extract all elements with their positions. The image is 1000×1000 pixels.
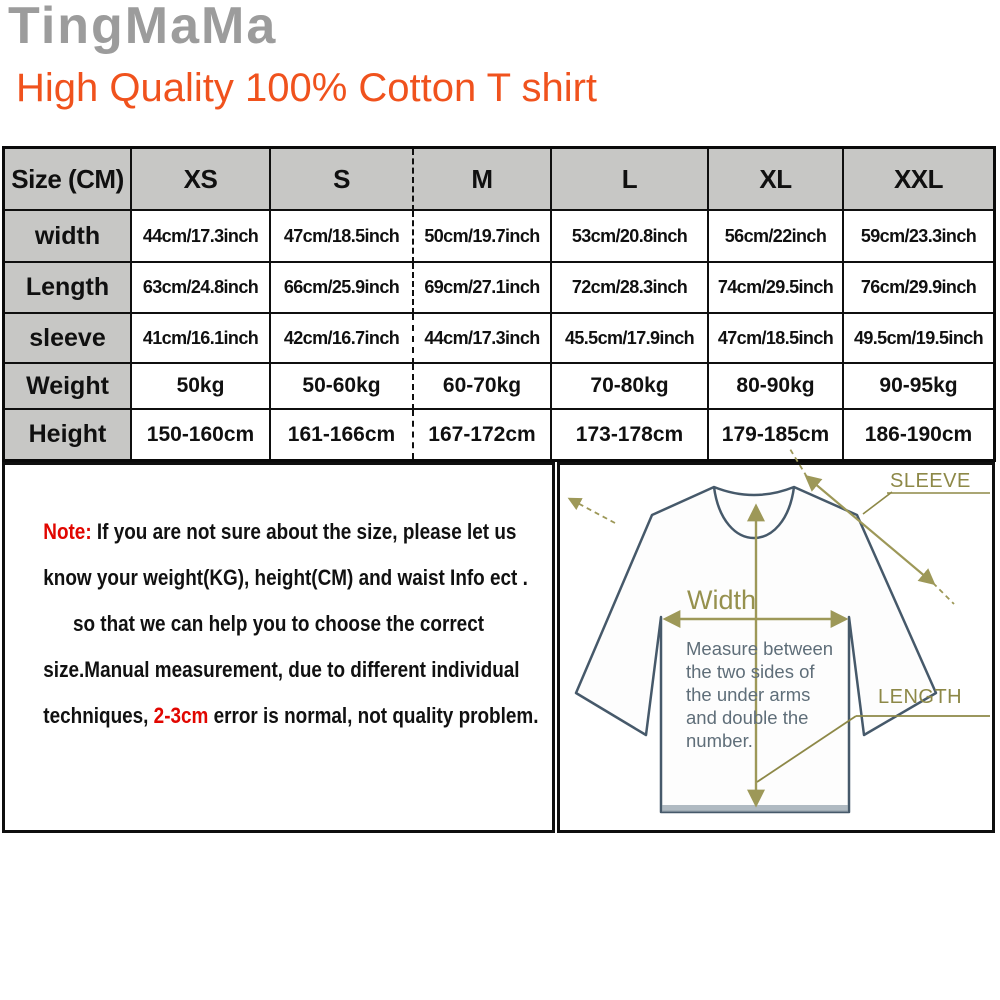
table-cell: 80-90kg	[709, 364, 844, 410]
length-label: LENGTH	[878, 686, 962, 708]
table-cell: 150-160cm	[132, 410, 271, 459]
table-cell: 186-190cm	[864, 422, 973, 446]
table-cell: 53cm/20.8inch	[552, 211, 709, 263]
row-label-sleeve: sleeve	[5, 314, 132, 364]
table-cell: 70-80kg	[552, 364, 709, 410]
length-annotation: LENGTH	[756, 686, 990, 783]
tshirt-diagram: Width Measure between the two sides of t…	[567, 448, 990, 814]
table-header-xxl: XXL	[844, 149, 993, 211]
note-line-4: size.Manual measurement, due to differen…	[43, 657, 520, 682]
product-title: High Quality 100% Cotton T shirt	[16, 66, 598, 110]
table-header-size: Size (CM)	[5, 149, 132, 211]
brand-logo: TingMaMa	[8, 0, 278, 55]
table-cell: 49.5cm/19.5inch	[844, 314, 993, 364]
size-table: Size (CM) XS S M L XL XXL width 44cm/17.…	[2, 146, 996, 462]
table-cell: 74cm/29.5inch	[709, 263, 844, 314]
row-label-height: Height	[5, 410, 132, 459]
table-cell: 41cm/16.1inch	[132, 314, 271, 364]
table-cell: 59cm/23.3inch	[844, 211, 993, 263]
table-cell: 50kg	[132, 364, 271, 410]
table-cell: 50cm/19.7inch	[414, 211, 552, 263]
table-cell: 47cm/18.5inch	[709, 314, 844, 364]
note-line-2: know your weight(KG), height(CM) and wai…	[43, 565, 528, 590]
table-header-s: S	[271, 149, 414, 211]
note-box: Note: If you are not sure about the size…	[2, 462, 555, 833]
table-cell: 42cm/16.7inch	[271, 314, 414, 364]
note-label: Note:	[43, 519, 92, 544]
sleeve-label: SLEEVE	[890, 470, 971, 492]
hem-shadow	[662, 805, 848, 812]
svg-text:the under arms: the under arms	[686, 684, 810, 705]
measurement-instructions: Measure between the two sides of the und…	[686, 638, 833, 751]
table-cell: 63cm/24.8inch	[132, 263, 271, 314]
note-line-3: so that we can help you to choose the co…	[72, 611, 485, 636]
table-cell: 167-172cm	[414, 410, 552, 459]
length-callout-diag	[756, 715, 857, 783]
svg-text:and double the: and double the	[686, 707, 808, 728]
row-label-width: width	[5, 211, 132, 263]
svg-text:Measure between: Measure between	[686, 638, 833, 659]
table-header-m: M	[414, 149, 552, 211]
table-cell: 72cm/28.3inch	[552, 263, 709, 314]
sleeve-callout-line	[862, 491, 893, 515]
table-cell: 76cm/29.9inch	[844, 263, 993, 314]
sleeve-arrow	[804, 474, 936, 586]
table-cell: 50-60kg	[271, 364, 414, 410]
sleeve-annotation: SLEEVE	[567, 448, 990, 605]
table-cell: 56cm/22inch	[709, 211, 844, 263]
table-header-l: L	[552, 149, 709, 211]
svg-text:number.: number.	[686, 730, 753, 751]
table-cell: 44cm/17.3inch	[132, 211, 271, 263]
table-cell: 66cm/25.9inch	[271, 263, 414, 314]
sleeve-dashed-top	[789, 448, 808, 478]
row-label-length: Length	[5, 263, 132, 314]
table-cell: 45.5cm/17.9inch	[552, 314, 709, 364]
table-cell: 60-70kg	[414, 364, 552, 410]
measurement-diagram-box: Width Measure between the two sides of t…	[557, 448, 995, 833]
table-cell: 47cm/18.5inch	[271, 211, 414, 263]
table-cell: 44cm/17.3inch	[414, 314, 552, 364]
table-cell: 173-178cm	[552, 410, 709, 459]
svg-text:the two sides of: the two sides of	[686, 661, 815, 682]
left-sleeve-dashed-arrow	[567, 497, 616, 524]
row-label-weight: Weight	[5, 364, 132, 410]
width-label: Width	[687, 585, 756, 615]
table-header-xl: XL	[709, 149, 844, 211]
table-cell: 161-166cm	[271, 410, 414, 459]
table-cell: 90-95kg	[844, 364, 993, 410]
table-header-xs: XS	[132, 149, 271, 211]
note-line-5: techniques, 2-3cm error is normal, not q…	[43, 703, 539, 728]
sleeve-dashed-bottom	[932, 582, 955, 605]
table-cell: 69cm/27.1inch	[414, 263, 552, 314]
note-line-1: Note: If you are not sure about the size…	[43, 519, 517, 544]
error-tolerance: 2-3cm	[153, 703, 209, 728]
table-cell: 179-185cm	[709, 410, 844, 459]
